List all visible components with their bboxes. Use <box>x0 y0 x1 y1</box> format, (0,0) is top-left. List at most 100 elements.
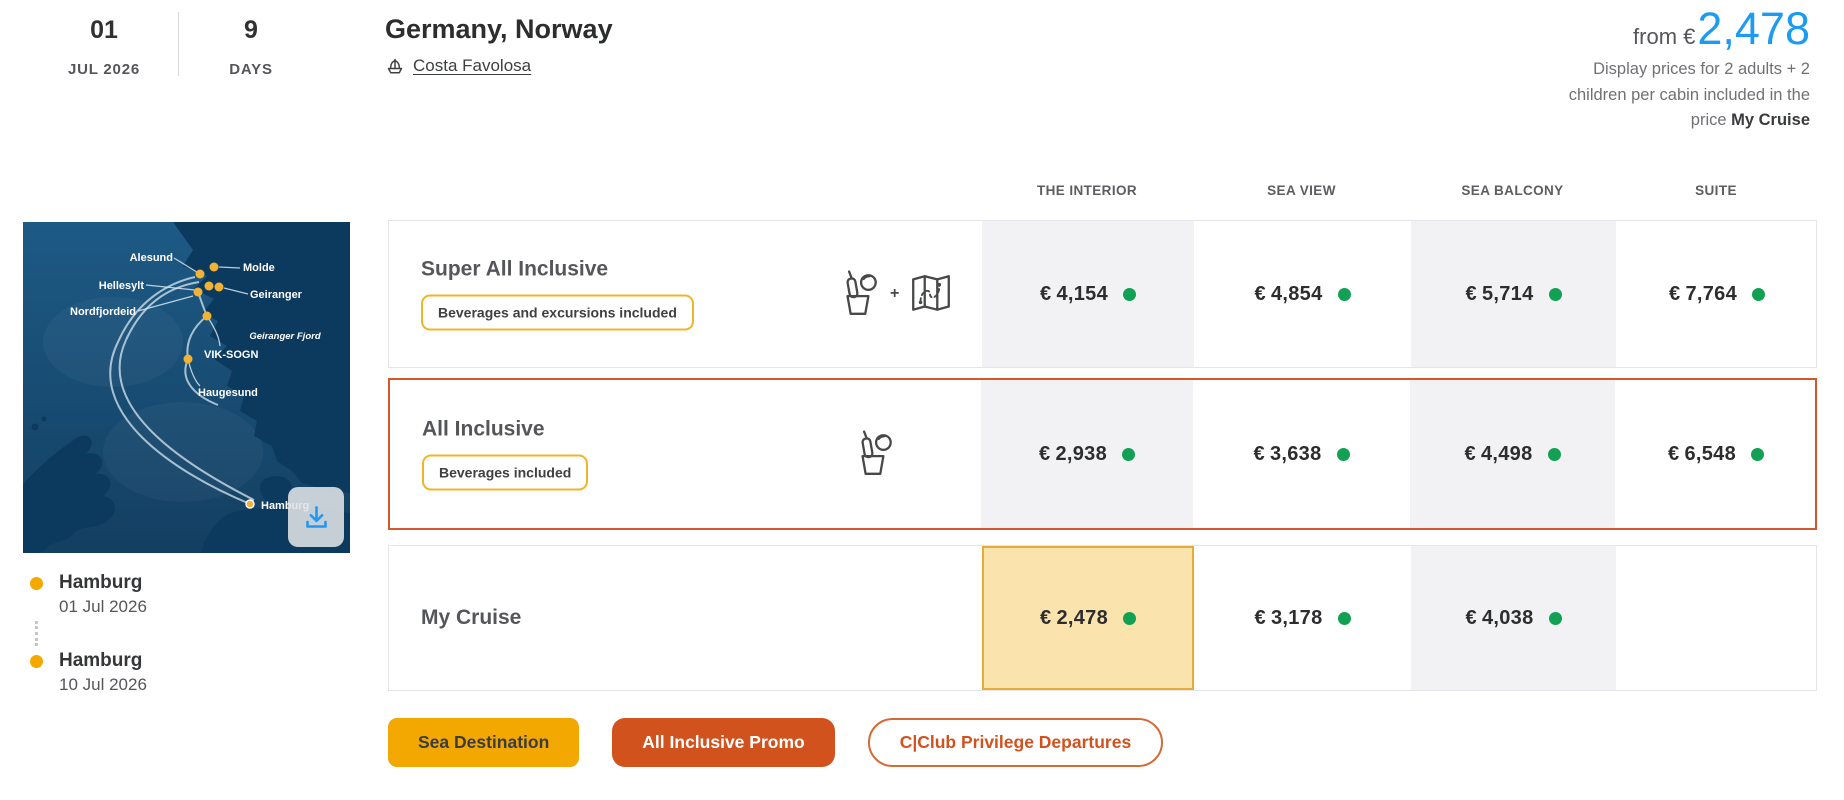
price-cell-selected[interactable]: €2,478 <box>982 546 1194 690</box>
price-cell[interactable]: €4,854 <box>1194 221 1411 367</box>
price-cell[interactable]: €5,714 <box>1411 221 1616 367</box>
price-value: €3,178 <box>1254 606 1323 629</box>
availability-dot <box>1123 611 1136 625</box>
map-label-geiranger: Geiranger <box>250 289 303 301</box>
price-summary: from € 2,478 Display prices for 2 adults… <box>1569 6 1810 134</box>
price-disclaimer: Display prices for 2 adults + 2 children… <box>1569 57 1810 134</box>
plan-icons: + <box>837 270 954 318</box>
price-cell[interactable]: €2,938 <box>981 380 1193 528</box>
availability-dot <box>1122 447 1135 461</box>
price-value: €2,938 <box>1039 442 1107 465</box>
map-label-molde: Molde <box>243 262 275 274</box>
column-header-interior: THE INTERIOR <box>1036 183 1138 198</box>
departure-day: 01 <box>90 16 118 44</box>
availability-dot <box>1751 447 1764 461</box>
ship-link[interactable]: Costa Favolosa <box>385 56 531 76</box>
map-label-vik-sogn: VIK-SOGN <box>204 349 258 361</box>
price-value: €6,548 <box>1668 442 1736 465</box>
itinerary-stop-departure: Hamburg 01 Jul 2026 <box>30 572 147 617</box>
price-cell[interactable]: €4,038 <box>1411 546 1616 690</box>
sea-destination-button[interactable]: Sea Destination <box>388 718 580 767</box>
price-cell-empty <box>1616 546 1818 690</box>
header-divider <box>178 12 179 76</box>
plan-info: My Cruise <box>421 606 521 630</box>
plus-sign: + <box>890 285 900 302</box>
column-header-sea-balcony: SEA BALCONY <box>1461 183 1564 198</box>
plan-badge: Beverages and excursions included <box>421 294 694 331</box>
column-band <box>982 221 1194 367</box>
plan-row-my-cruise: My Cruise €2,478 €3,178 €4,038 <box>388 545 1817 691</box>
plan-row-all-inclusive: All Inclusive Beverages included €2,938 … <box>388 378 1817 530</box>
ship-icon <box>385 56 405 76</box>
beverage-icon <box>852 430 896 478</box>
excursion-map-icon <box>908 272 954 316</box>
from-price: 2,478 <box>1697 3 1810 54</box>
price-cell[interactable]: €6,548 <box>1615 380 1817 528</box>
plan-info: All Inclusive Beverages included <box>422 417 589 491</box>
cruise-duration: 9 DAYS <box>192 16 310 78</box>
plan-badge: Beverages included <box>422 454 589 491</box>
price-cell[interactable]: €3,638 <box>1193 380 1410 528</box>
plan-row-super-all-inclusive: Super All Inclusive Beverages and excurs… <box>388 220 1817 368</box>
departure-month-year: JUL 2026 <box>67 61 140 78</box>
price-value: €4,038 <box>1465 606 1534 629</box>
cclub-privilege-departures-button[interactable]: C|Club Privilege Departures <box>867 718 1164 767</box>
plan-name: All Inclusive <box>422 417 545 441</box>
availability-dot <box>1123 287 1136 301</box>
column-band <box>1411 546 1616 690</box>
price-cell[interactable]: €3,178 <box>1194 546 1411 690</box>
column-band <box>1410 380 1615 528</box>
map-label-alesund: Alesund <box>130 252 173 264</box>
beverage-icon <box>837 270 881 318</box>
itinerary-map: Alesund Molde Hellesylt Geiranger Nordfj… <box>23 222 350 553</box>
ship-name[interactable]: Costa Favolosa <box>413 56 532 75</box>
promo-buttons: Sea Destination All Inclusive Promo C|Cl… <box>388 718 1164 767</box>
availability-dot <box>1336 447 1350 461</box>
availability-dot <box>1548 287 1562 301</box>
price-value: €7,764 <box>1669 282 1737 305</box>
departure-date: 01 JUL 2026 <box>38 16 170 78</box>
from-label: from € <box>1633 24 1696 49</box>
price-cell[interactable]: €4,154 <box>982 221 1194 367</box>
column-band <box>1411 221 1616 367</box>
disclaimer-line2: children per cabin included in the <box>1568 85 1810 104</box>
availability-dot <box>1548 611 1562 625</box>
price-value: €5,714 <box>1465 282 1534 305</box>
itinerary-date: 10 Jul 2026 <box>59 675 147 694</box>
price-value <box>1715 607 1720 630</box>
plan-icons <box>852 430 896 478</box>
availability-dot <box>1547 447 1561 461</box>
column-header-suite: SUITE <box>1695 183 1737 198</box>
itinerary-port: Hamburg <box>59 572 143 593</box>
price-value: €4,498 <box>1464 442 1533 465</box>
page-title: Germany, Norway <box>385 14 613 44</box>
port-dots <box>183 262 255 509</box>
map-land-britain <box>23 435 115 553</box>
price-value: €4,854 <box>1254 282 1323 305</box>
disclaimer-line3: price My Cruise <box>1690 111 1810 130</box>
price-cell[interactable]: €7,764 <box>1616 221 1818 367</box>
price-value: €3,638 <box>1253 442 1322 465</box>
plan-info: Super All Inclusive Beverages and excurs… <box>421 258 694 331</box>
itinerary-date: 01 Jul 2026 <box>59 597 147 616</box>
price-value: €4,154 <box>1040 282 1108 305</box>
port-dot-icon <box>30 655 43 668</box>
map-label-haugesund: Haugesund <box>198 387 258 399</box>
all-inclusive-promo-button[interactable]: All Inclusive Promo <box>612 718 835 767</box>
price-cell[interactable]: €4,498 <box>1410 380 1615 528</box>
disclaimer-line1: Display prices for 2 adults + 2 <box>1593 60 1810 78</box>
port-dot-icon <box>30 577 43 590</box>
price-value: €2,478 <box>1040 606 1108 629</box>
itinerary-stop-return: Hamburg 10 Jul 2026 <box>30 650 147 695</box>
itinerary-list: Hamburg 01 Jul 2026 Hamburg 10 Jul 2026 <box>30 572 147 695</box>
download-icon <box>303 504 330 531</box>
map-label-nordfjordeid: Nordfjordeid <box>70 306 136 318</box>
map-land-denmark <box>259 476 293 507</box>
map-download-button[interactable] <box>288 487 344 547</box>
plan-name: My Cruise <box>421 606 522 629</box>
column-header-sea-view: SEA VIEW <box>1267 183 1336 198</box>
map-label-geiranger-fjord: Geiranger Fjord <box>249 331 320 342</box>
plan-name: Super All Inclusive <box>421 257 609 281</box>
duration-label: DAYS <box>229 61 273 78</box>
